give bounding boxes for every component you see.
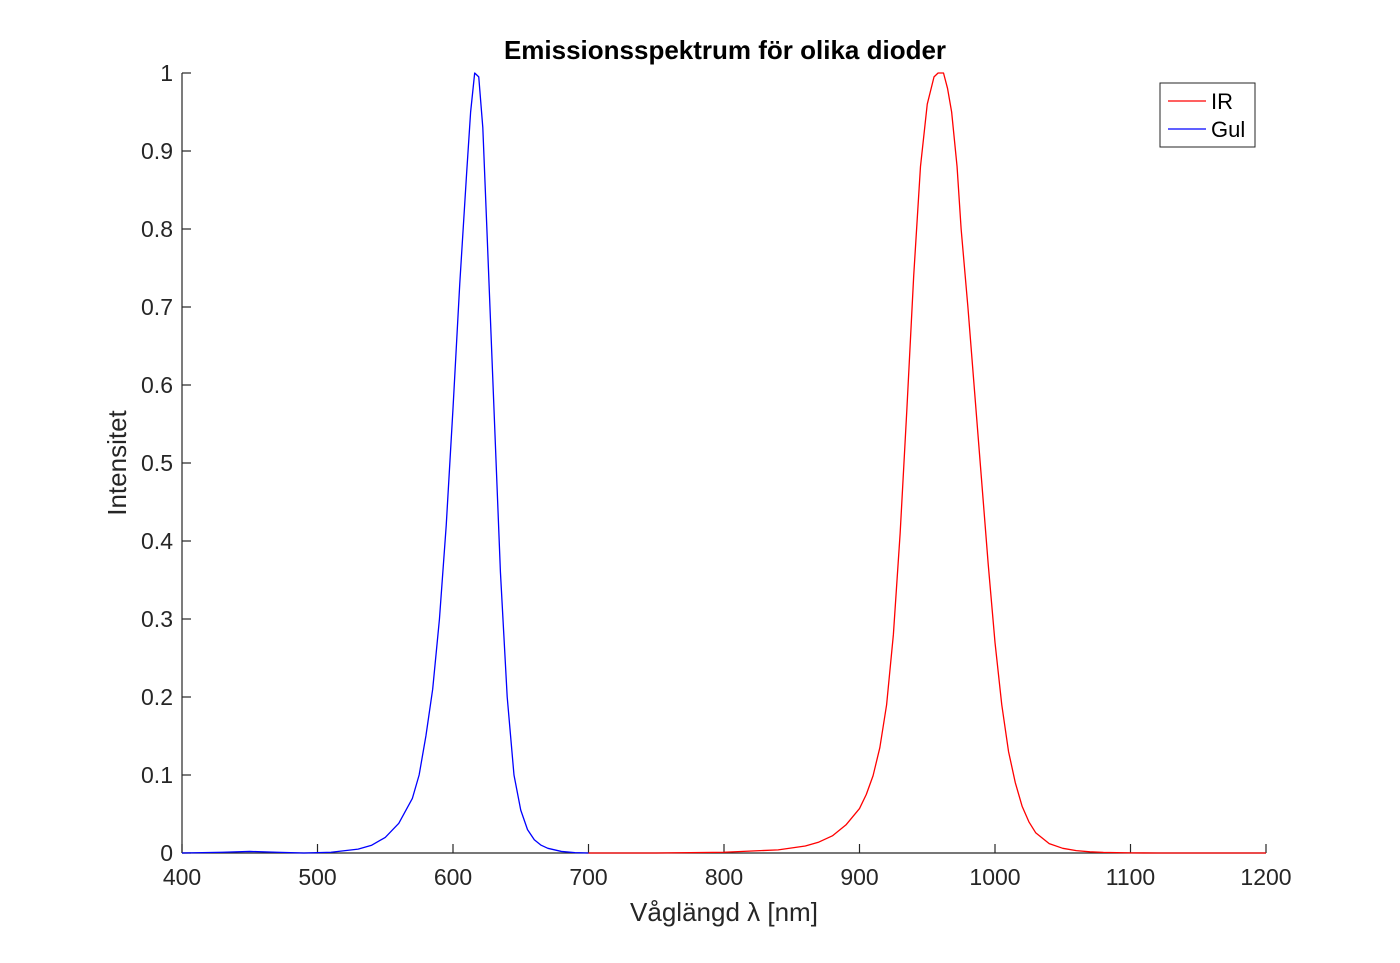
legend: IR Gul — [1159, 82, 1256, 148]
y-tick-label: 0.3 — [141, 606, 173, 632]
y-tick-label: 0.8 — [141, 216, 173, 242]
y-tick-label: 0.1 — [141, 762, 173, 788]
axes: 400 500 600 700 800 900 1000 1100 1200 0 0.1 0.2 0.3… — [141, 60, 1292, 890]
x-tick-label: 600 — [434, 864, 472, 890]
plot-lines — [181, 72, 1266, 854]
x-axis-label: Våglängd λ [nm] — [630, 897, 818, 927]
series-line-gul — [181, 72, 589, 854]
x-tick-label: 900 — [840, 864, 878, 890]
legend-label: IR — [1211, 89, 1233, 114]
legend-label: Gul — [1211, 117, 1245, 142]
y-tick-label: 1 — [160, 60, 173, 86]
x-tick-label: 400 — [163, 864, 201, 890]
x-tick-label: 1100 — [1106, 864, 1155, 890]
series-line-ir — [588, 72, 1266, 854]
y-tick-label: 0.7 — [141, 294, 173, 320]
y-tick-label: 0.6 — [141, 372, 173, 398]
chart-title: Emissionsspektrum för olika dioder — [504, 35, 946, 65]
y-tick-label: 0.2 — [141, 684, 173, 710]
y-tick-label: 0.5 — [141, 450, 173, 476]
x-tick-label: 800 — [705, 864, 743, 890]
x-tick-label: 1000 — [969, 864, 1020, 890]
y-tick-label: 0.9 — [141, 138, 173, 164]
x-tick-label: 700 — [569, 864, 607, 890]
y-tick-label: 0 — [160, 840, 173, 866]
x-tick-label: 1200 — [1240, 864, 1291, 890]
y-tick-label: 0.4 — [141, 528, 173, 554]
legend-box — [1159, 82, 1256, 148]
x-tick-label: 500 — [298, 864, 336, 890]
y-axis-label: Intensitet — [102, 409, 132, 515]
